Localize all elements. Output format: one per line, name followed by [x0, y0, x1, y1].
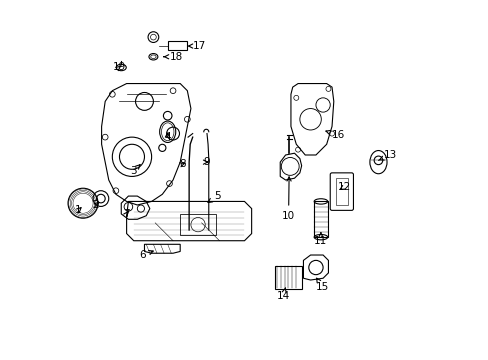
Text: 9: 9 — [203, 157, 210, 167]
Text: 11: 11 — [313, 233, 327, 246]
Bar — [167, 41, 187, 50]
Text: 6: 6 — [139, 250, 153, 260]
Text: 19: 19 — [112, 63, 125, 72]
Text: 3: 3 — [130, 165, 140, 176]
Text: 7: 7 — [123, 209, 129, 219]
Text: 17: 17 — [188, 41, 205, 51]
Text: 10: 10 — [282, 177, 295, 221]
Text: 16: 16 — [325, 130, 345, 140]
Text: 5: 5 — [207, 191, 220, 203]
Text: 18: 18 — [163, 52, 183, 62]
Text: 13: 13 — [378, 150, 396, 160]
Text: 8: 8 — [179, 159, 186, 169]
Text: 14: 14 — [276, 288, 289, 301]
Bar — [335, 178, 347, 205]
Bar — [274, 266, 301, 289]
Bar — [313, 202, 327, 237]
Text: 2: 2 — [93, 200, 99, 210]
Text: 12: 12 — [337, 182, 350, 192]
Text: 4: 4 — [164, 132, 170, 142]
Bar — [180, 214, 216, 235]
Text: 1: 1 — [75, 205, 81, 215]
Text: 15: 15 — [315, 278, 328, 292]
